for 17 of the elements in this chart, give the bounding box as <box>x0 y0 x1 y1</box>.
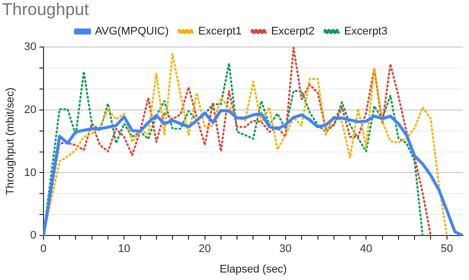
x-axis-title: Elapsed (sec) <box>220 263 287 276</box>
y-axis-title: Throughput (mbit/sec) <box>4 87 17 196</box>
y-tick-label: 20 <box>24 104 36 116</box>
legend-label: Excerpt2 <box>271 26 315 38</box>
x-tick-label: 10 <box>118 243 130 256</box>
x-tick-label: 40 <box>360 243 372 256</box>
x-tick-label: 30 <box>279 243 292 256</box>
y-tick-label: 10 <box>24 166 36 179</box>
legend-label: Excerpt1 <box>198 26 242 38</box>
x-tick-label: 0 <box>40 243 46 256</box>
x-tick-label: 20 <box>198 243 211 256</box>
chart-title: Throughput <box>2 0 89 20</box>
y-tick-label: 0 <box>30 230 36 242</box>
legend-label: AVG(MPQUIC) <box>95 26 169 38</box>
legend-label: Excerpt3 <box>344 26 388 38</box>
y-tick-label: 30 <box>24 41 36 54</box>
x-tick-label: 50 <box>440 243 453 256</box>
